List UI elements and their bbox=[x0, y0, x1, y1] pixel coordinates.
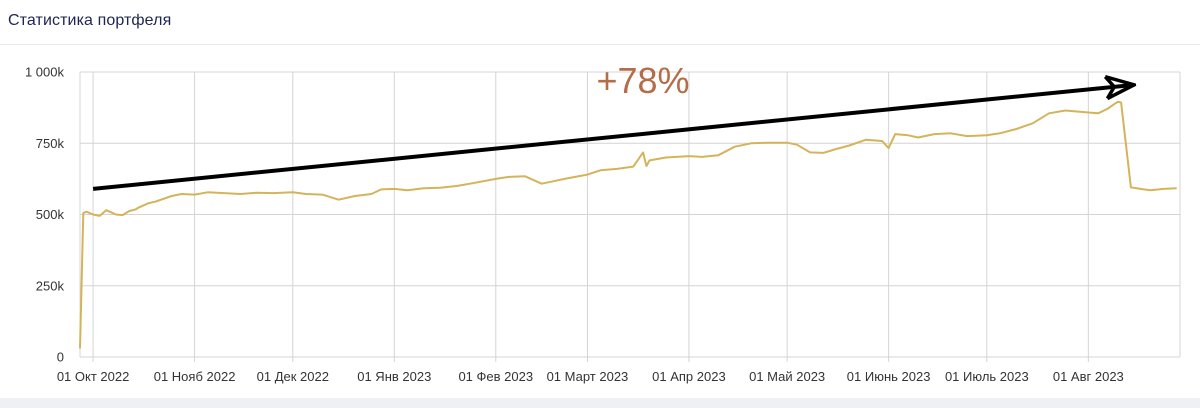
y-tick-label: 500k bbox=[36, 207, 65, 222]
x-tick-label: 01 Июнь 2023 bbox=[847, 369, 931, 384]
page-title: Статистика портфеля bbox=[8, 12, 172, 29]
x-tick-label: 01 Март 2023 bbox=[547, 369, 629, 384]
x-tick-label: 01 Фев 2023 bbox=[458, 369, 533, 384]
series-layer bbox=[79, 100, 1177, 349]
x-tick-label: 01 Нояб 2022 bbox=[154, 369, 236, 384]
grid-layer bbox=[79, 71, 1181, 362]
header-divider bbox=[0, 44, 1200, 45]
x-tick-label: 01 Янв 2023 bbox=[357, 369, 431, 384]
y-tick-label: 750k bbox=[36, 136, 65, 151]
x-tick-label: 01 Авг 2023 bbox=[1053, 369, 1124, 384]
x-tick-label: 01 Апр 2023 bbox=[652, 369, 726, 384]
x-tick-label: 01 Май 2023 bbox=[749, 369, 825, 384]
y-tick-label: 250k bbox=[36, 278, 65, 293]
x-axis: 01 Окт 2022 01 Нояб 2022 01 Дек 2022 01 Янв… bbox=[57, 369, 1124, 384]
y-axis: 0 250k 500k 750k 1 000k bbox=[25, 65, 65, 365]
y-tick-label: 0 bbox=[57, 350, 64, 365]
x-tick-label: 01 Июль 2023 bbox=[945, 369, 1029, 384]
growth-annotation: +78% bbox=[596, 60, 689, 101]
y-tick-label: 1 000k bbox=[25, 65, 65, 80]
portfolio-line-chart: 0 250k 500k 750k 1 000k 01 Окт 2022 01 Нояб 2… bbox=[24, 52, 1181, 384]
x-tick-label: 01 Окт 2022 bbox=[57, 369, 130, 384]
card-bottom-edge bbox=[0, 398, 1200, 408]
annotation-background bbox=[582, 52, 722, 59]
x-tick-label: 01 Дек 2022 bbox=[257, 369, 329, 384]
trend-arrow bbox=[92, 85, 1134, 191]
series-line bbox=[79, 100, 1177, 349]
